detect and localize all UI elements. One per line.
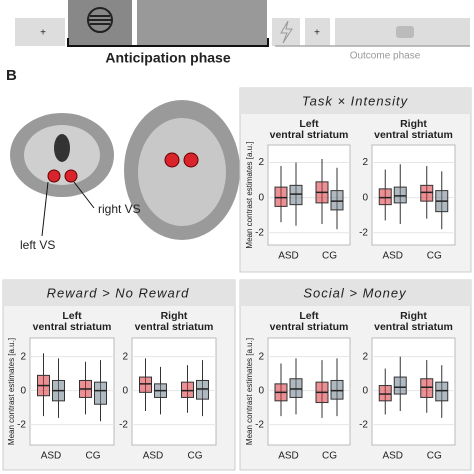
- box: [181, 381, 194, 398]
- box: [139, 376, 152, 393]
- y-tick-label: 0: [20, 385, 26, 396]
- y-tick-label: 2: [258, 351, 264, 362]
- subplot-title: ventral striatum: [135, 321, 214, 333]
- y-tick-label: -2: [359, 227, 368, 238]
- box: [274, 186, 288, 207]
- brain-label: left VS: [20, 238, 55, 252]
- timeline-box: [272, 18, 300, 46]
- box: [196, 379, 209, 400]
- subplot-title: Right: [400, 118, 427, 130]
- x-tick-label: ASD: [41, 451, 62, 462]
- box: [420, 378, 434, 398]
- x-tick-label: CG: [322, 451, 337, 462]
- box: [330, 190, 344, 211]
- y-tick-label: 0: [362, 385, 368, 396]
- box: [378, 385, 392, 402]
- timeline-box: [305, 18, 330, 46]
- panel-title: Task × Intensity: [302, 93, 409, 108]
- box: [289, 378, 303, 398]
- panel-header: [240, 280, 471, 306]
- outcome-icon: [396, 26, 414, 38]
- box: [393, 186, 407, 204]
- y-tick-label: 2: [362, 157, 368, 168]
- y-tick-label: 0: [362, 192, 368, 203]
- x-tick-label: ASD: [382, 451, 403, 462]
- y-tick-label: -2: [119, 419, 128, 430]
- timeline-marker: +: [314, 28, 320, 39]
- y-tick-label: 0: [258, 192, 264, 203]
- x-tick-label: CG: [322, 251, 337, 262]
- y-tick-label: -2: [255, 419, 264, 430]
- box: [393, 376, 407, 395]
- panel-header: [240, 88, 471, 114]
- box: [289, 184, 303, 206]
- box: [94, 381, 107, 405]
- panel-title: Reward > No Reward: [47, 285, 190, 300]
- x-tick-label: CG: [188, 451, 203, 462]
- timeline-box: [15, 18, 65, 46]
- panel-header: [3, 280, 235, 306]
- subplot-title: Left: [299, 310, 319, 322]
- x-tick-label: CG: [86, 451, 101, 462]
- roi: [64, 169, 78, 183]
- roi: [164, 152, 180, 168]
- bracket: [67, 38, 269, 47]
- x-tick-label: ASD: [278, 251, 299, 262]
- panel-letter: B: [6, 67, 17, 84]
- y-axis-label: Mean contrast estimates [a.u.]: [245, 338, 254, 445]
- roi: [47, 169, 61, 183]
- box: [420, 184, 434, 202]
- pointer: [41, 181, 95, 237]
- brain-label: right VS: [98, 202, 141, 216]
- roi: [183, 152, 199, 168]
- y-axis-label: Mean contrast estimates [a.u.]: [245, 141, 254, 248]
- x-tick-label: ASD: [143, 451, 164, 462]
- phase-label: Anticipation phase: [105, 50, 230, 66]
- brain-image: [138, 118, 226, 226]
- x-tick-label: ASD: [382, 251, 403, 262]
- y-tick-label: 0: [122, 385, 128, 396]
- timeline-marker: +: [40, 28, 46, 39]
- x-tick-label: ASD: [278, 451, 299, 462]
- phase-label: Outcome phase: [350, 51, 421, 62]
- brain-image: [54, 134, 70, 162]
- y-tick-label: -2: [255, 227, 264, 238]
- subplot-title: Left: [62, 310, 82, 322]
- subplot-title: ventral striatum: [270, 321, 349, 333]
- y-tick-label: -2: [359, 419, 368, 430]
- cue-icon: [87, 7, 113, 33]
- cue-icon: [89, 15, 111, 25]
- subplot-title: ventral striatum: [374, 129, 453, 141]
- box: [378, 188, 392, 206]
- subplot-title: ventral striatum: [374, 321, 453, 333]
- subplot-title: Right: [161, 310, 188, 322]
- lightning-icon: [280, 20, 293, 44]
- y-tick-label: 2: [20, 351, 26, 362]
- subplot-title: ventral striatum: [33, 321, 112, 333]
- y-tick-label: 2: [258, 157, 264, 168]
- subplot-title: Right: [400, 310, 427, 322]
- subplot-title: ventral striatum: [270, 129, 349, 141]
- box: [435, 381, 449, 402]
- y-tick-label: 2: [362, 351, 368, 362]
- timeline-box: [137, 0, 267, 46]
- y-tick-label: 2: [122, 351, 128, 362]
- panel-title: Social > Money: [303, 285, 407, 300]
- subplot-title: Left: [299, 118, 319, 130]
- x-tick-label: CG: [427, 451, 442, 462]
- y-tick-label: 0: [258, 385, 264, 396]
- y-axis-label: Mean contrast estimates [a.u.]: [7, 338, 16, 445]
- x-tick-label: CG: [427, 251, 442, 262]
- y-tick-label: -2: [17, 419, 26, 430]
- box: [330, 379, 344, 400]
